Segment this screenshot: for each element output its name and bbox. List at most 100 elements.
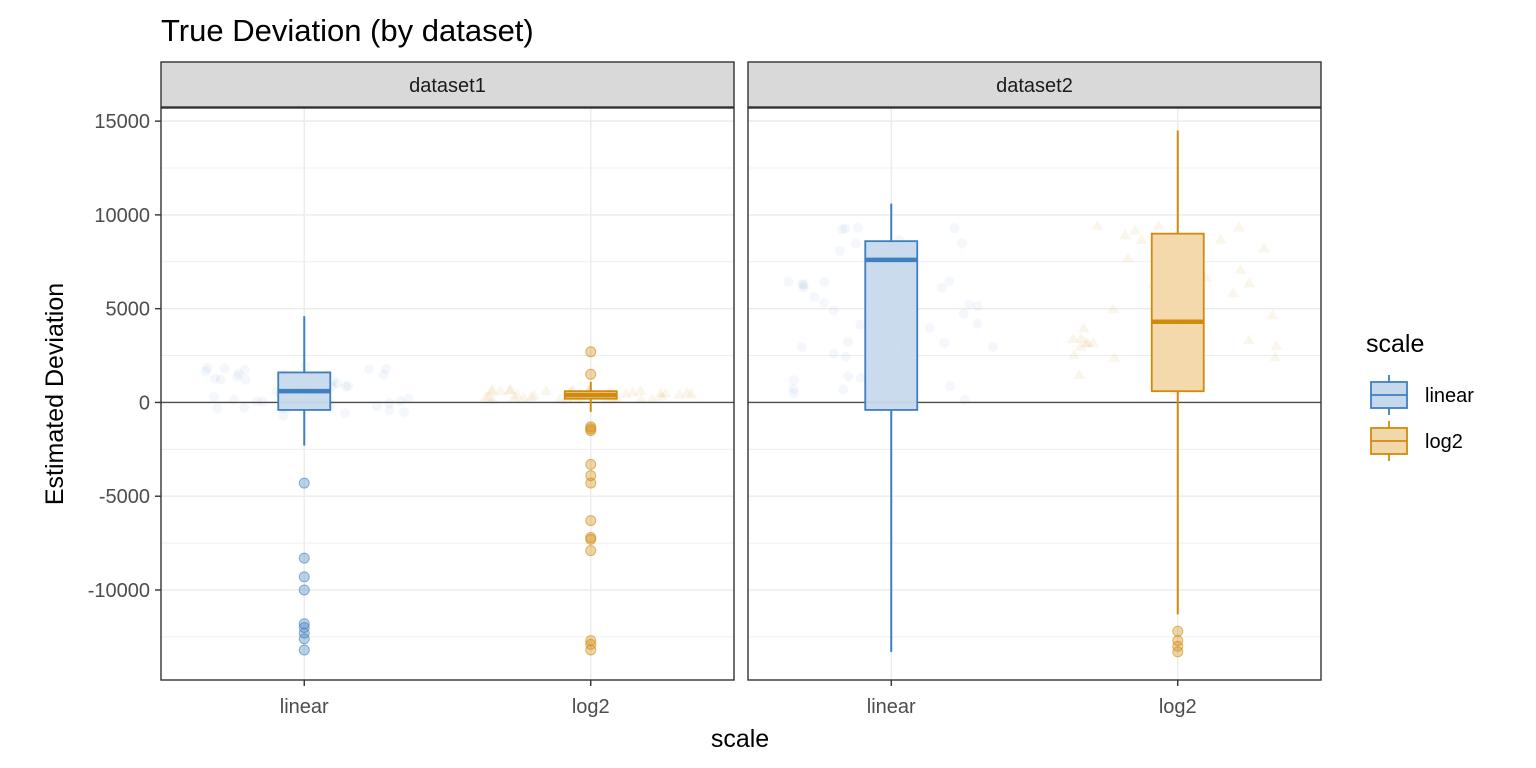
panels: dataset1 dataset2	[160, 61, 1322, 681]
legend-label: log2	[1425, 431, 1463, 453]
jitter-point	[1135, 234, 1148, 245]
jitter-point	[364, 364, 375, 375]
jitter-point	[840, 223, 851, 234]
jitter-point	[1270, 340, 1283, 351]
x-axes: linear log2 linear log2	[280, 680, 1197, 718]
facet-strip-label: dataset2	[996, 75, 1073, 97]
outlier-point	[298, 571, 310, 583]
outlier-point	[298, 633, 310, 645]
jitter-point	[239, 364, 250, 375]
jitter-point	[924, 322, 935, 333]
x-axis-dataset1: linear log2	[280, 680, 610, 718]
jitter-point	[1269, 351, 1282, 362]
jitter-point	[654, 387, 667, 398]
jitter-point	[212, 403, 223, 414]
outlier-point	[585, 458, 597, 470]
outlier-point	[585, 638, 597, 650]
jitter-point	[851, 238, 862, 249]
legend: scale linear log2	[1366, 330, 1474, 464]
jitter-point	[504, 383, 517, 394]
jitter-point	[673, 388, 686, 399]
jitter-point	[1152, 219, 1165, 230]
jitter-point	[1118, 229, 1131, 240]
jitter-point	[540, 384, 553, 395]
y-axis-title: Estimated Deviation	[41, 283, 69, 505]
panel-dataset2: dataset2	[747, 61, 1322, 681]
jitter-point	[1081, 337, 1094, 348]
jitter-point	[278, 410, 289, 421]
jitter-point	[216, 374, 227, 385]
jitter-point	[1258, 242, 1271, 253]
box-iqr	[1150, 232, 1205, 393]
outlier-point	[298, 644, 310, 656]
legend-title: scale	[1366, 330, 1424, 358]
jitter-point	[494, 385, 507, 396]
jitter-point	[964, 299, 975, 310]
jitter-point	[239, 402, 250, 413]
jitter-point	[956, 238, 967, 249]
jitter-point	[949, 223, 960, 234]
boxplot-log2	[1150, 130, 1205, 658]
jitter-point	[1243, 277, 1256, 288]
panel-dataset1: dataset1	[160, 61, 735, 681]
outlier-point	[298, 584, 310, 596]
jitter-point	[838, 384, 849, 395]
jitter-point	[527, 389, 540, 400]
boxplot-log2	[563, 346, 618, 656]
jitter-point	[836, 224, 847, 235]
y-tick-label: -5000	[99, 486, 150, 508]
jitter-point	[659, 387, 672, 398]
jitter-point	[251, 396, 262, 407]
jitter-point	[828, 348, 839, 359]
outlier-point	[585, 644, 597, 656]
jitter-point	[788, 375, 799, 386]
jitter-point	[646, 393, 659, 404]
outlier-point	[585, 470, 597, 482]
outlier-point	[1172, 635, 1184, 647]
jitter-point	[1234, 263, 1247, 274]
jitter-point	[1214, 233, 1227, 244]
jitter-point	[972, 301, 983, 312]
legend-entry-linear: linear	[1366, 372, 1474, 418]
outlier-point	[298, 621, 310, 633]
jitter-point	[1129, 224, 1142, 235]
jitter-point	[209, 391, 220, 402]
jitter-point	[202, 363, 213, 374]
jitter-point	[1079, 336, 1092, 347]
jitter-point	[1074, 340, 1087, 351]
jitter-point	[1227, 287, 1240, 298]
jitter-point	[685, 388, 698, 399]
jitter-point	[511, 389, 524, 400]
jitter-point	[855, 372, 866, 383]
jitter-point	[257, 396, 268, 407]
jitter-point	[843, 371, 854, 382]
jitter-point	[828, 305, 839, 316]
jitter-point	[485, 385, 498, 396]
jitter-point	[395, 396, 406, 407]
legend-label: linear	[1425, 385, 1474, 407]
jitter-point	[398, 406, 409, 417]
jitter-point	[936, 282, 947, 293]
legend-entry-log2: log2	[1366, 418, 1463, 464]
jitter-point	[1242, 334, 1255, 345]
y-axis: -10000 -5000 0 5000 10000 15000	[88, 111, 161, 602]
facet-strip-label: dataset1	[409, 75, 486, 97]
jitter-point	[219, 363, 230, 374]
x-axis-title: scale	[711, 725, 769, 753]
outlier-point	[298, 477, 310, 489]
jitter-point	[332, 378, 343, 389]
x-tick-label: log2	[572, 696, 610, 718]
jitter-point	[958, 308, 969, 319]
jitter-point	[1077, 322, 1090, 333]
panel-background	[748, 108, 1321, 680]
legend-entries: linear log2	[1366, 372, 1474, 464]
outlier-point	[585, 346, 597, 358]
jitter-point	[1073, 368, 1086, 379]
jitter-point	[619, 388, 632, 399]
jitter-point	[503, 384, 516, 395]
jitter-point	[843, 336, 854, 347]
jitter-point	[834, 245, 845, 256]
jitter-point	[1107, 303, 1120, 314]
jitter-point	[384, 405, 395, 416]
